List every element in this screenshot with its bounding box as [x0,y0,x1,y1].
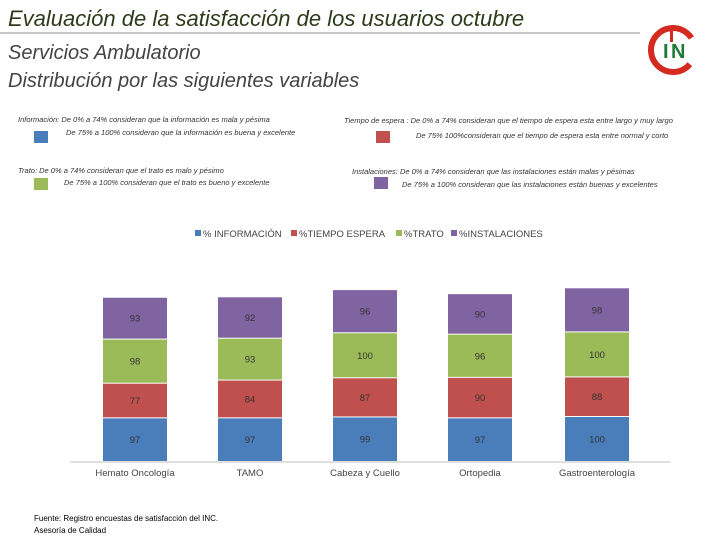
informacion-swatch [34,131,48,143]
category-label-gastroenterologia: Gastroenterología [559,468,636,479]
note-tiempo-1: Tiempo de espera : De 0% a 74% considera… [344,116,673,125]
bar-cabeza-y-cuello-instalaciones [333,290,397,333]
legend-label-informacion: % INFORMACIÓN [203,229,282,240]
note-instalaciones-1: Instalaciones: De 0% a 74% consideran qu… [352,167,635,176]
trato-swatch [34,178,48,190]
data-label-tamo-instalaciones: 92 [245,313,256,324]
data-label-gastroenterologia-tiempo-espera: 88 [592,392,603,403]
bar-hemato-oncologia-instalaciones [103,297,167,339]
data-label-ortopedia-informacion: 97 [475,435,486,446]
chart-legend: % INFORMACIÓN %TIEMPO ESPERA %TRATO %INSTAL… [195,229,543,240]
bar-ortopedia-informacion [448,418,512,461]
category-label-hemato-oncologia: Hemato Oncología [95,468,175,479]
data-label-cabeza-y-cuello-instalaciones: 96 [360,307,371,318]
data-label-cabeza-y-cuello-tiempo-espera: 87 [360,393,371,404]
bar-tamo-instalaciones [218,297,282,338]
footer-credit: Asesoría de Calidad [34,526,107,535]
data-label-hemato-oncologia-tiempo-espera: 77 [130,396,141,407]
data-label-ortopedia-tiempo-espera: 90 [475,393,486,404]
note-trato-2: De 75% a 100% consideran que el trato es… [64,178,270,187]
data-label-ortopedia-instalaciones: 90 [475,309,486,320]
legend-swatch-trato [396,230,402,236]
legend-swatch-informacion [195,230,201,236]
stacked-bar-chart: % INFORMACIÓN %TIEMPO ESPERA %TRATO %INSTAL… [70,229,670,479]
data-label-tamo-informacion: 97 [245,435,256,446]
data-label-hemato-oncologia-trato: 98 [130,357,141,368]
note-tiempo-2: De 75% 100%consideran que el tiempo de e… [416,131,669,140]
page-subtitle-1: Servicios Ambulatorio [8,42,201,64]
bar-hemato-oncologia-tiempo-espera [103,383,167,418]
bar-ortopedia-instalaciones [448,294,512,334]
legend-swatch-tiempo-espera [291,230,297,236]
data-label-cabeza-y-cuello-trato: 100 [357,351,373,362]
instalaciones-swatch [374,177,388,189]
bar-gastroenterologia-informacion [565,417,629,461]
bar-gastroenterologia-instalaciones [565,288,629,332]
chart-category-labels: Hemato Oncología TAMO Cabeza y Cuello Ortop… [95,468,635,479]
bar-cabeza-y-cuello-trato [333,333,397,378]
note-informacion-1: Información: De 0% a 74% consideran que … [18,115,270,124]
bar-cabeza-y-cuello-informacion [333,417,397,461]
bar-tamo-trato [218,338,282,380]
legend-label-instalaciones: %INSTALACIONES [459,229,543,240]
legend-label-tiempo-espera: %TIEMPO ESPERA [299,229,386,240]
title-divider [0,32,640,34]
category-label-tamo: TAMO [237,468,264,479]
data-label-gastroenterologia-instalaciones: 98 [592,305,603,316]
category-label-ortopedia: Ortopedia [459,468,501,479]
data-label-tamo-trato: 93 [245,355,256,366]
note-instalaciones-2: De 75% a 100% consideran que las instala… [402,180,658,189]
data-label-tamo-tiempo-espera: 84 [245,394,256,405]
category-label-cabeza-y-cuello: Cabeza y Cuello [330,468,400,479]
chart-bars: 97 77 98 93 97 84 93 92 99 87 100 96 97 90 96 90 100 88 10… [103,288,629,461]
page-subtitle-2: Distribución por las siguientes variable… [8,70,360,92]
data-label-ortopedia-trato: 96 [475,351,486,362]
bar-hemato-oncologia-trato [103,339,167,383]
bar-gastroenterologia-tiempo-espera [565,377,629,416]
legend-label-trato: %TRATO [404,229,444,240]
data-label-cabeza-y-cuello-informacion: 99 [360,435,371,446]
bar-hemato-oncologia-informacion [103,418,167,461]
logo-letter-i: I [663,41,669,63]
logo-letter-n: N [671,41,685,63]
bar-cabeza-y-cuello-tiempo-espera [333,378,397,417]
bar-tamo-informacion [218,418,282,461]
bar-gastroenterologia-trato [565,332,629,377]
data-label-gastroenterologia-trato: 100 [589,350,605,361]
note-informacion-2: De 75% a 100% consideran que la informac… [66,128,296,137]
data-label-hemato-oncologia-informacion: 97 [130,435,141,446]
data-label-gastroenterologia-informacion: 100 [589,435,605,446]
data-label-hemato-oncologia-instalaciones: 93 [130,314,141,325]
page-title: Evaluación de la satisfacción de los usu… [8,6,525,31]
note-trato-1: Trato: De 0% a 74% consideran que el tra… [18,166,224,175]
bar-ortopedia-tiempo-espera [448,377,512,418]
bar-tamo-tiempo-espera [218,380,282,418]
tiempo-swatch [376,131,390,143]
footer-source: Fuente: Registro encuestas de satisfacci… [34,514,219,523]
institution-logo: I N [648,25,698,75]
bar-ortopedia-trato [448,334,512,377]
legend-swatch-instalaciones [451,230,457,236]
